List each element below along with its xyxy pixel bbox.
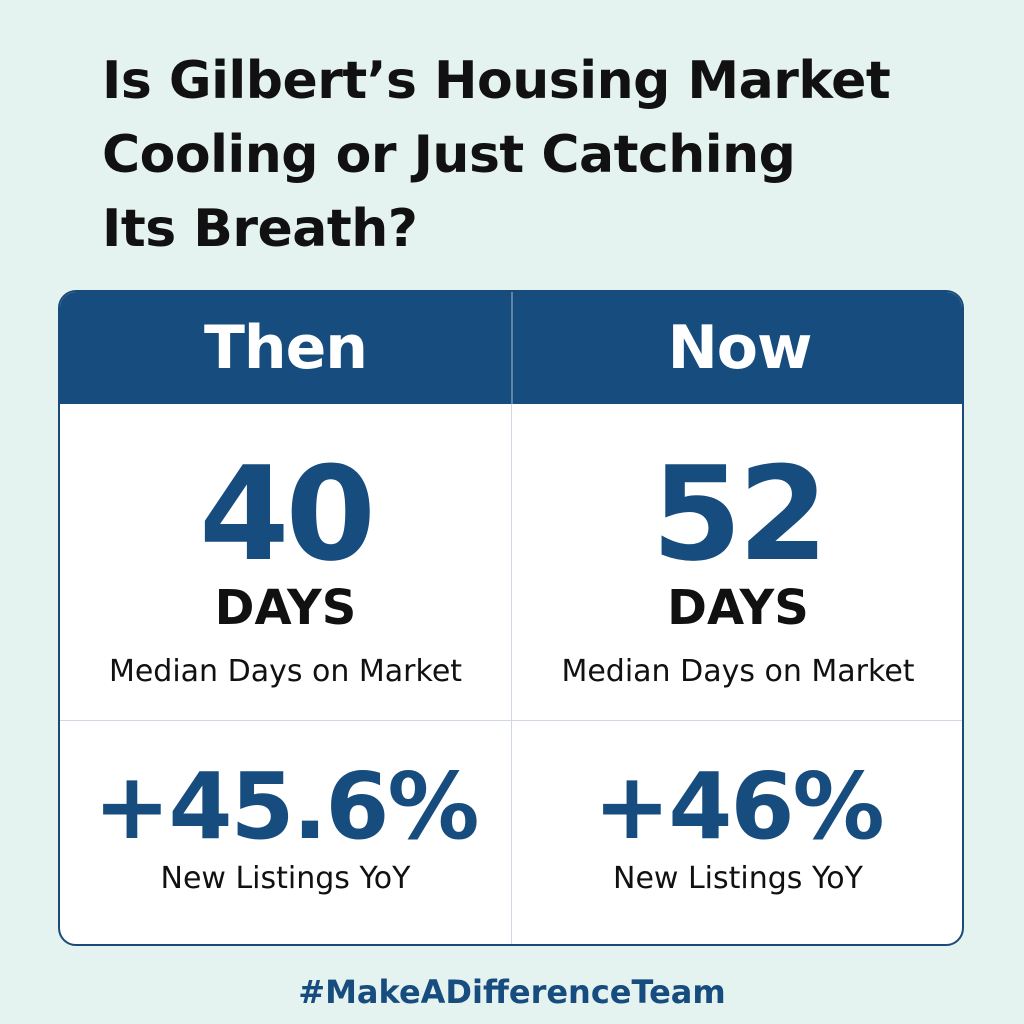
- then-listings-value: +45.6%: [93, 753, 479, 860]
- then-days-caption: Median Days on Market: [108, 654, 463, 689]
- column-divider: [511, 404, 512, 944]
- column-header-now: Now: [513, 292, 962, 404]
- then-listings-caption: New Listings YoY: [160, 861, 411, 896]
- row-divider: [60, 720, 962, 721]
- now-new-listings-cell: +46% New Listings YoY: [512, 721, 962, 944]
- page-title: Is Gilbert’s Housing Market Cooling or J…: [102, 44, 962, 266]
- now-days-caption: Median Days on Market: [561, 654, 915, 689]
- then-new-listings-cell: +45.6% New Listings YoY: [60, 721, 511, 944]
- then-days-on-market-cell: 40 DAYS Median Days on Market: [60, 404, 511, 720]
- page-title-line-3: Its Breath?: [102, 199, 418, 259]
- column-header-then: Then: [60, 292, 511, 404]
- comparison-table: Then Now 40 DAYS Median Days on Market 5…: [58, 290, 964, 946]
- now-listings-caption: New Listings YoY: [613, 861, 863, 896]
- now-days-value: 52: [651, 438, 829, 590]
- now-listings-value: +46%: [593, 753, 884, 860]
- now-days-unit: DAYS: [667, 580, 809, 636]
- header-divider: [511, 292, 513, 404]
- hashtag: #MakeADifferenceTeam: [298, 973, 726, 1011]
- page-title-line-2: Cooling or Just Catching: [102, 125, 796, 185]
- now-days-on-market-cell: 52 DAYS Median Days on Market: [512, 404, 962, 720]
- then-days-value: 40: [199, 438, 376, 590]
- then-days-unit: DAYS: [214, 580, 357, 636]
- page-title-line-1: Is Gilbert’s Housing Market: [102, 51, 891, 111]
